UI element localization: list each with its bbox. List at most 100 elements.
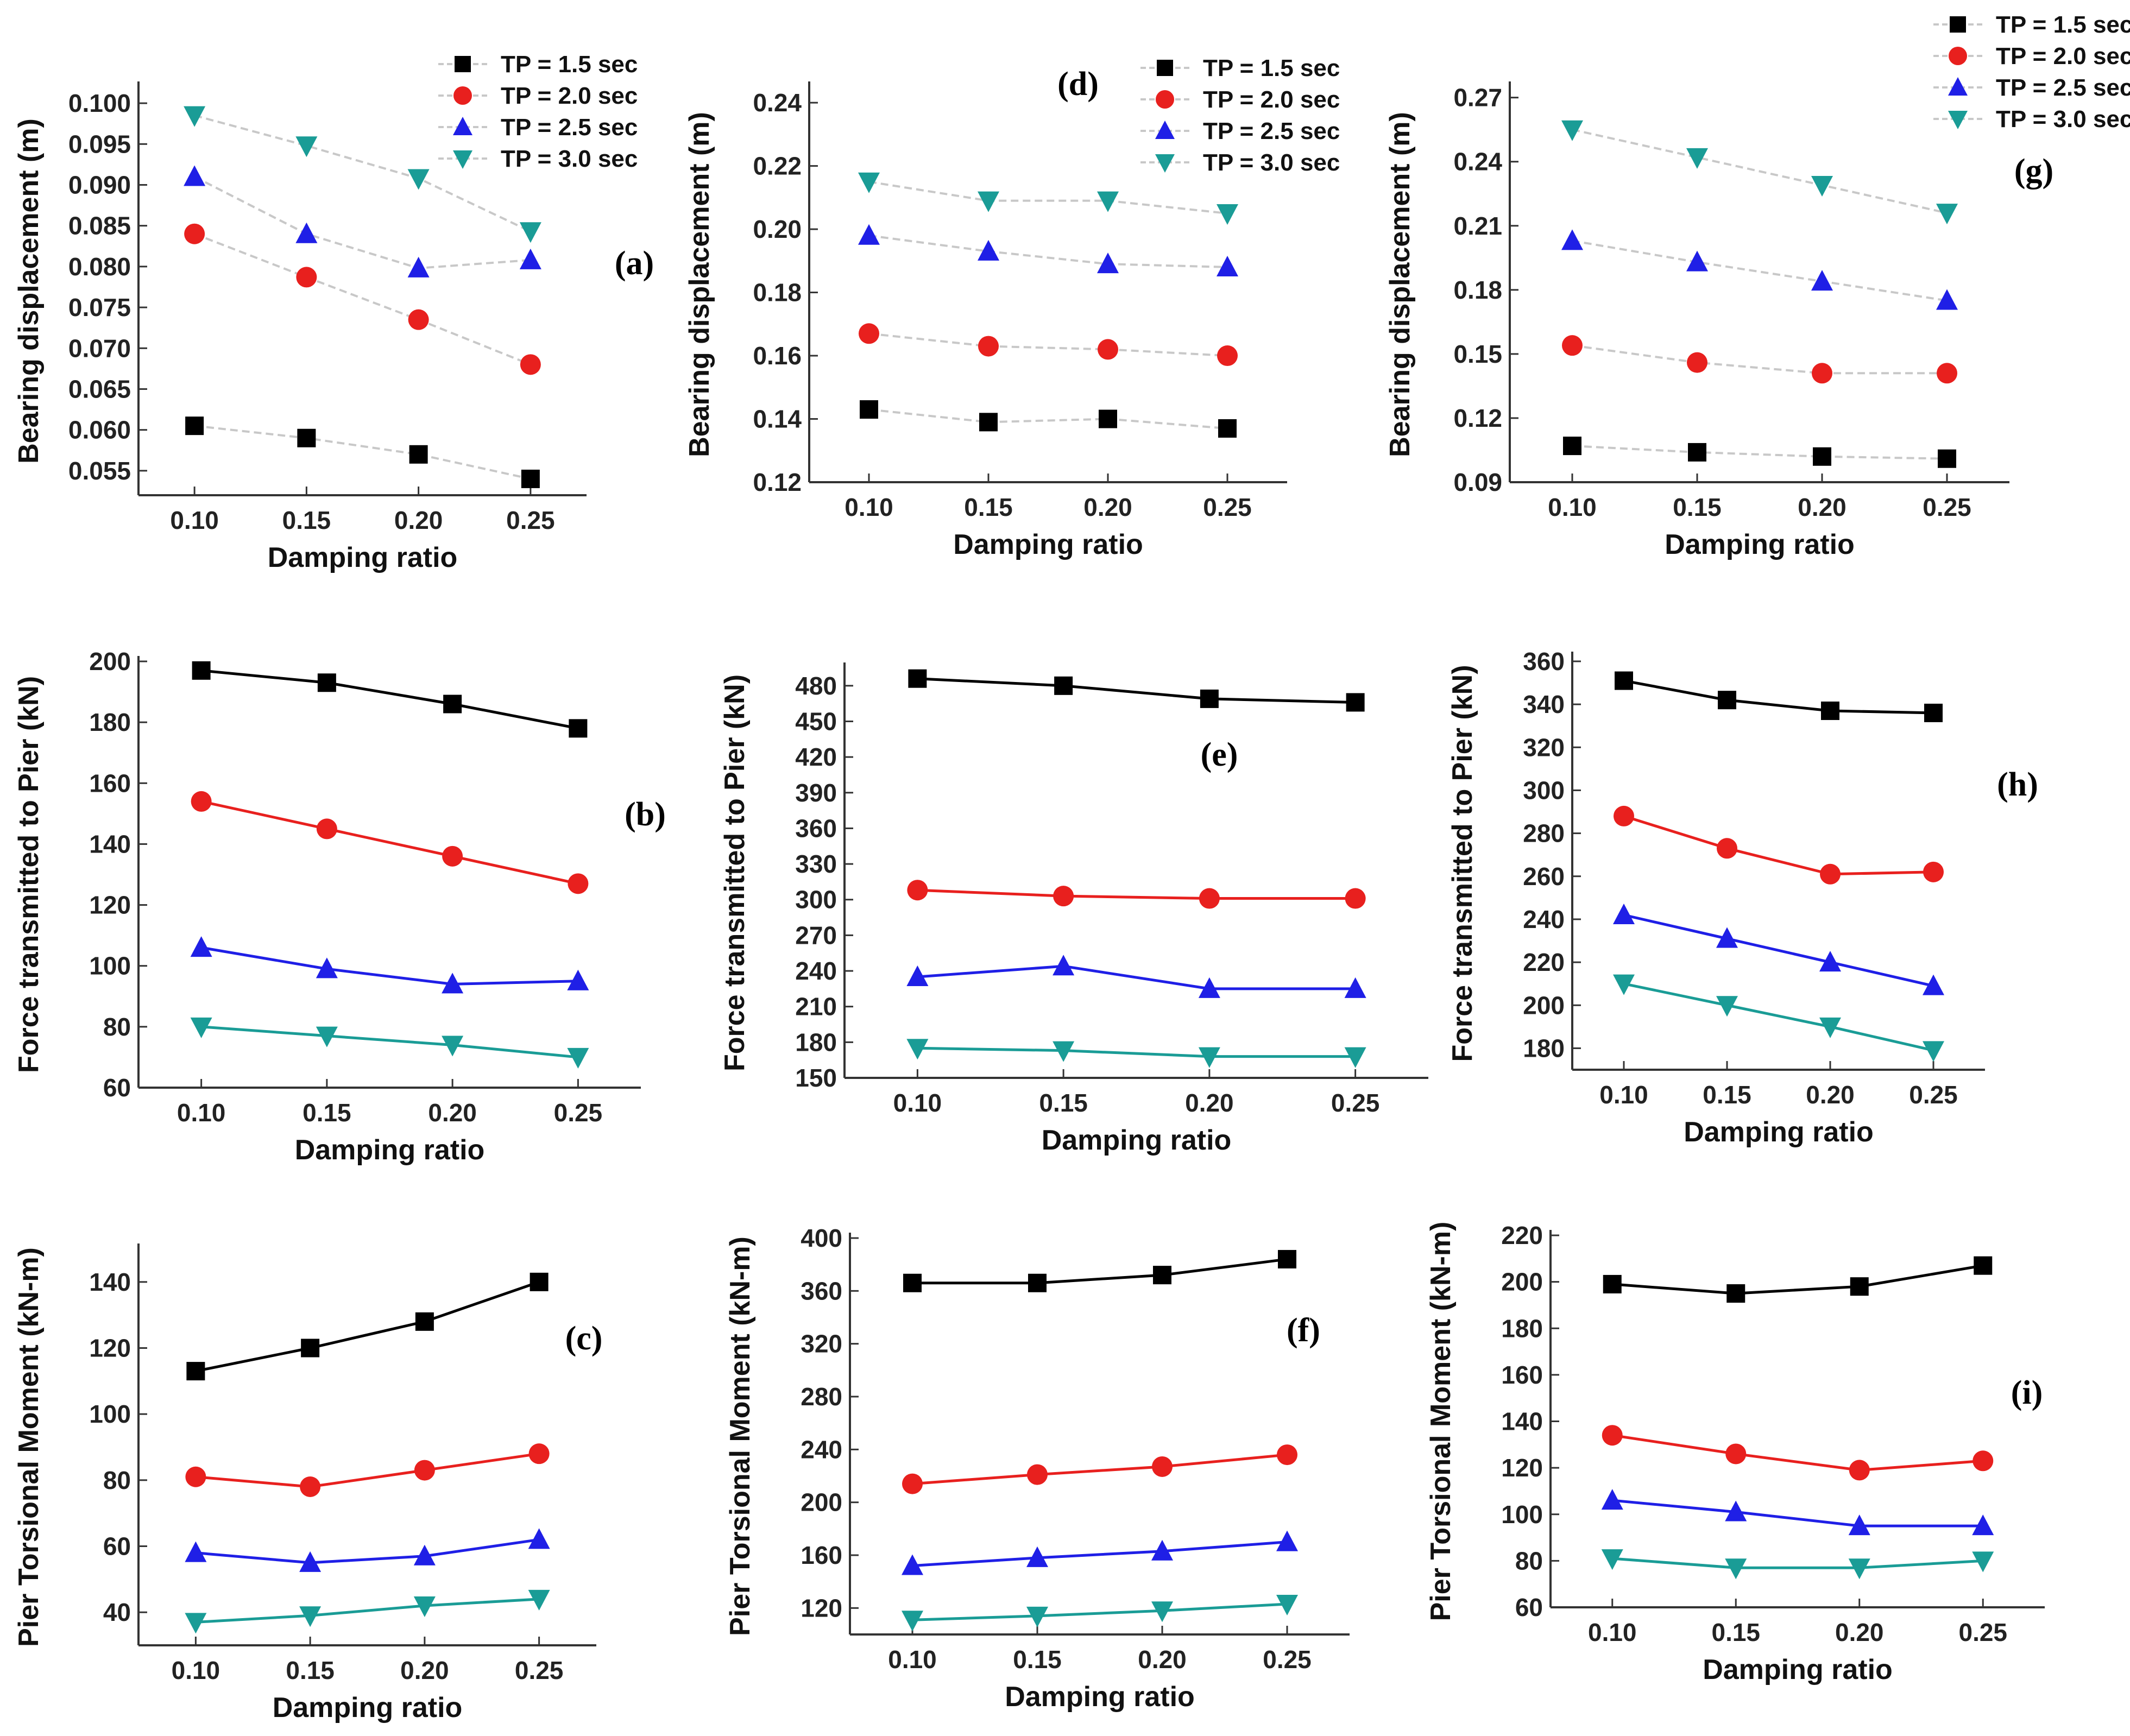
y-tick-label: 0.070 [68,334,131,362]
data-point-tp-series-2 [316,818,337,839]
legend-entry: TP = 3.0 sec [1996,106,2130,132]
data-point-tp-series-4 [1819,1017,1841,1038]
data-point-tp-series-2 [907,880,928,901]
x-tick-label: 0.15 [1039,1089,1088,1117]
data-point-tp-series-2 [1687,352,1707,373]
legend-marker-1 [1950,16,1966,33]
data-point-tp-series-1 [1200,689,1219,708]
y-tick-label: 0.09 [1453,468,1502,496]
chart-panel-g: 0.09 0.12 0.15 0.18 0.21 0.24 0.27 0.10 0.15 0.20… [1384,11,2130,560]
y-tick-label: 200 [801,1488,842,1517]
data-point-tp-series-2 [520,354,541,375]
x-tick-label: 0.15 [1711,1618,1760,1646]
x-tick-label: 0.10 [893,1089,942,1117]
y-tick-label: 0.060 [68,416,131,444]
legend-entry: TP = 3.0 sec [501,146,638,172]
series-line-3 [196,1538,539,1564]
y-tick-label: 0.22 [753,152,802,180]
x-tick-label: 0.20 [1138,1645,1187,1674]
data-point-tp-series-2 [1820,863,1841,885]
y-tick-label: 40 [103,1598,131,1626]
data-point-tp-series-3 [1848,1514,1870,1536]
y-tick-label: 140 [1501,1407,1543,1436]
y-tick-label: 260 [1523,862,1565,891]
y-tick-label: 320 [801,1330,842,1358]
y-tick-label: 0.27 [1453,84,1502,112]
data-point-tp-series-4 [316,1026,338,1047]
series-line-1 [201,669,578,730]
chart-panel-f: 120 160 200 240 280 320 360 400 0.10 0.15 0.20 0.25… [724,1224,1350,1713]
series-line-3 [1572,239,1948,302]
data-point-tp-series-4 [1811,176,1833,197]
y-tick-label: 0.24 [753,89,802,117]
data-point-tp-series-2 [1812,363,1832,384]
data-point-tp-series-1 [1054,676,1073,695]
legend-marker-3 [1155,121,1175,139]
x-tick-label: 0.15 [303,1099,351,1127]
chart-panel-a: 0.055 0.060 0.065 0.070 0.075 0.080 0.085 0.090… [13,51,654,573]
data-point-tp-series-4 [1936,204,1958,225]
y-tick-label: 100 [89,1400,131,1428]
data-point-tp-series-1 [1218,419,1237,438]
x-tick-label: 0.25 [1203,493,1252,521]
data-point-tp-series-3 [1276,1530,1298,1551]
y-tick-label: 80 [1515,1546,1543,1575]
y-tick-label: 0.100 [68,89,131,117]
y-tick-label: 100 [89,952,131,980]
data-point-tp-series-1 [1924,703,1943,722]
y-tick-label: 180 [89,708,131,736]
data-point-tp-series-3 [1811,270,1833,291]
y-tick-label: 240 [1523,905,1565,933]
y-tick-label: 180 [795,1028,837,1056]
x-axis-title: Damping ratio [273,1692,463,1724]
data-point-tp-series-1 [301,1339,320,1358]
data-point-tp-series-4 [978,191,999,212]
y-tick-label: 0.18 [753,279,802,307]
data-point-tp-series-2 [1098,339,1118,360]
legend-entry: TP = 2.0 sec [1203,86,1340,113]
y-tick-label: 0.080 [68,252,131,281]
legend-marker-1 [1157,60,1173,76]
data-point-tp-series-2 [1849,1460,1870,1481]
data-point-tp-series-4 [567,1047,589,1069]
series-line-2 [912,1453,1288,1486]
data-point-tp-series-4 [1026,1606,1048,1627]
data-point-tp-series-4 [407,169,430,190]
series-line-4 [1612,1557,1983,1569]
data-point-tp-series-1 [1850,1277,1869,1296]
x-tick-label: 0.10 [1588,1618,1637,1646]
x-tick-label: 0.20 [1835,1618,1884,1646]
data-point-tp-series-3 [413,1544,436,1565]
y-axis-title: Force transmitted to Pier (kN) [719,674,751,1071]
series-line-1 [868,408,1228,430]
data-point-tp-series-2 [1053,886,1074,907]
data-point-tp-series-4 [190,1017,212,1038]
legend-marker-2 [453,86,472,105]
y-tick-label: 330 [795,850,837,878]
legend-entry: TP = 2.5 sec [501,114,638,141]
y-tick-label: 270 [795,921,837,949]
data-point-tp-series-4 [1217,204,1238,225]
x-tick-label: 0.10 [888,1645,937,1674]
data-point-tp-series-1 [530,1272,549,1291]
data-point-tp-series-3 [519,248,541,269]
panel-label: (h) [1997,766,2038,803]
data-point-tp-series-3 [1686,250,1708,272]
y-tick-label: 480 [795,672,837,700]
y-tick-label: 0.12 [753,468,802,496]
y-tick-label: 0.14 [753,405,802,433]
series-line-2 [1612,1434,1983,1472]
data-point-tp-series-3 [902,1554,923,1575]
y-tick-label: 200 [1501,1268,1543,1296]
data-point-tp-series-2 [1602,1425,1623,1446]
data-point-tp-series-4 [1053,1041,1075,1062]
data-point-tp-series-4 [1972,1551,1994,1573]
data-point-tp-series-4 [906,1039,929,1060]
panel-label: (f) [1287,1312,1320,1349]
series-line-4 [194,114,531,233]
series-line-2 [1623,815,1934,876]
data-point-tp-series-2 [300,1476,321,1497]
data-point-tp-series-3 [1613,904,1635,924]
chart-panel-c: 40 60 80 100 120 140 0.10 0.15 0.20 0.25 Damping r… [13,1243,602,1724]
series-line-3 [201,946,578,986]
